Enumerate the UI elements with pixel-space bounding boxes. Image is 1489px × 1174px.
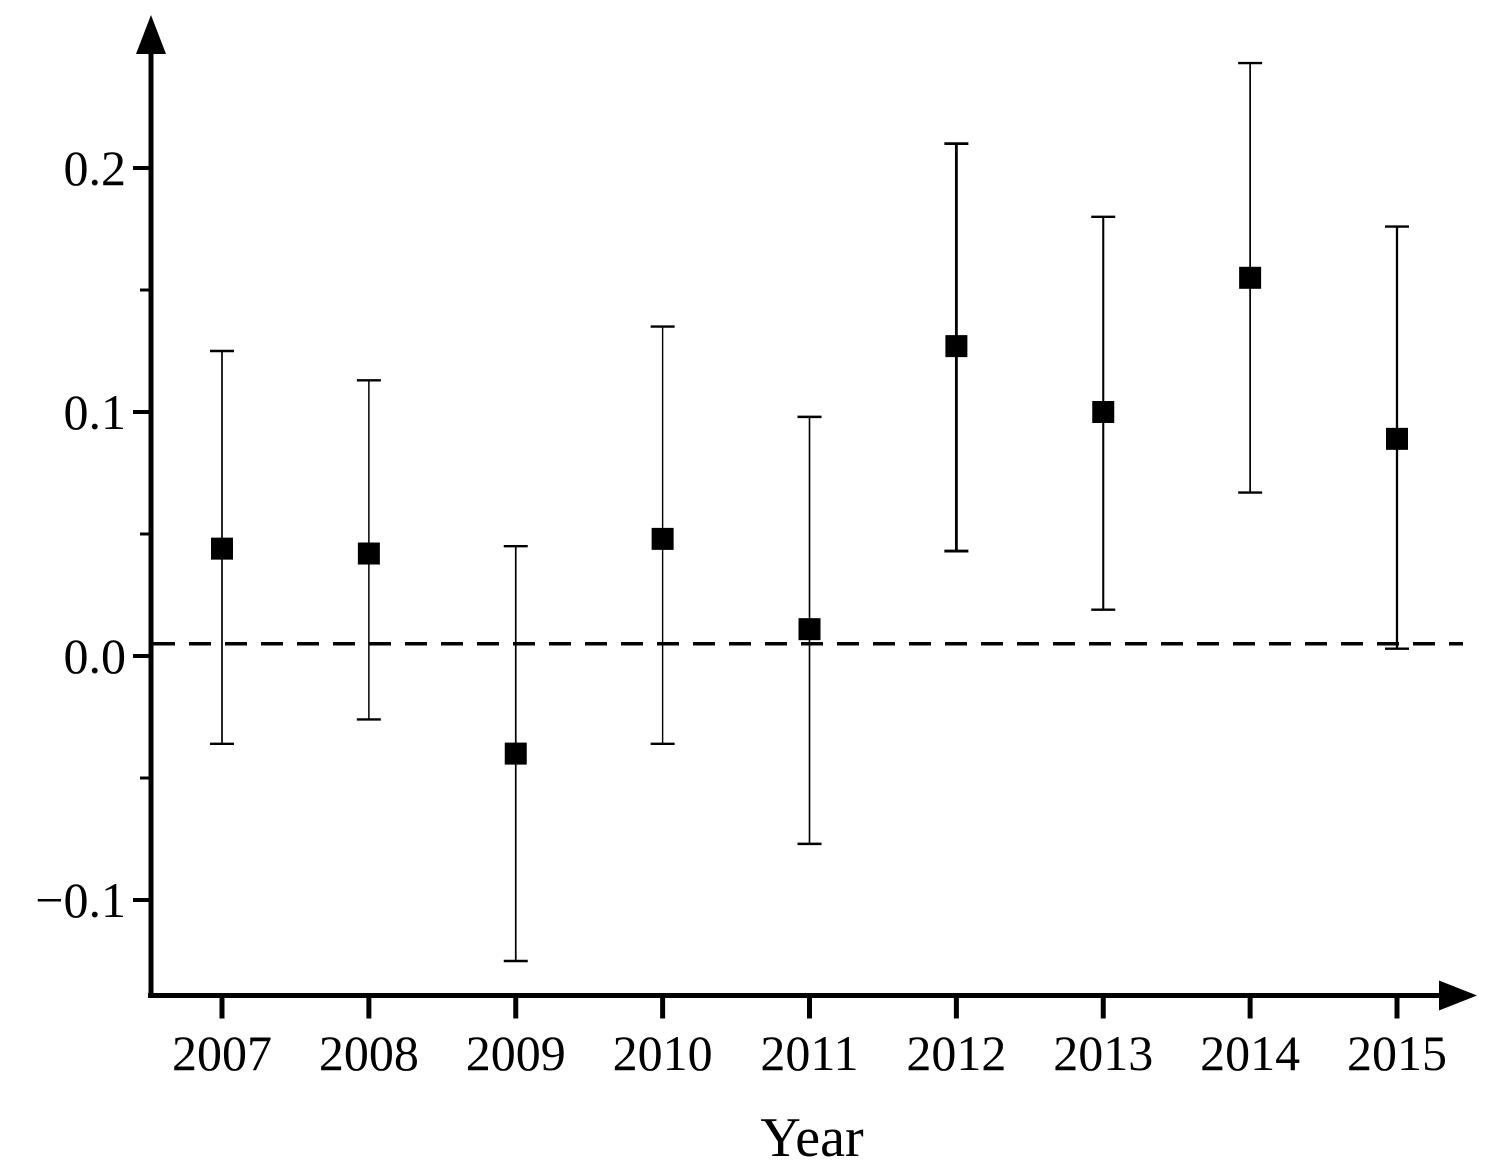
x-tick-label-2015: 2015 — [1347, 1025, 1447, 1081]
y-axis-arrow — [136, 15, 166, 54]
point-marker-2009 — [504, 742, 527, 765]
x-tick-label-2011: 2011 — [760, 1025, 858, 1081]
x-tick-label-2010: 2010 — [613, 1025, 713, 1081]
x-tick-label-2013: 2013 — [1053, 1025, 1153, 1081]
y-tick-label-−0.1: −0.1 — [35, 872, 126, 928]
chart-plot-area: 0.2 0.1 0.0 −0.1 2007 2008 2009 2010 2011 2012 201… — [35, 15, 1477, 1081]
y-tick-label-0.2: 0.2 — [64, 140, 127, 196]
x-axis-arrow — [1439, 980, 1477, 1011]
x-tick-label-2014: 2014 — [1200, 1025, 1300, 1081]
x-tick-label-2012: 2012 — [906, 1025, 1006, 1081]
point-marker-2014 — [1239, 266, 1262, 289]
point-marker-2013 — [1092, 401, 1115, 423]
point-marker-2012 — [945, 335, 968, 358]
y-tick-label-0.0: 0.0 — [64, 628, 127, 684]
x-tick-label-2009: 2009 — [466, 1025, 566, 1081]
y-tick-label-0.1: 0.1 — [64, 384, 127, 440]
x-tick-label-2008: 2008 — [319, 1025, 419, 1081]
x-axis-title: Year — [760, 1107, 864, 1169]
point-marker-2010 — [651, 527, 674, 550]
x-tick-label-2007: 2007 — [172, 1025, 272, 1081]
point-marker-2008 — [357, 542, 380, 565]
point-marker-2011 — [798, 618, 821, 641]
point-marker-2007 — [211, 537, 233, 560]
point-marker-2015 — [1386, 427, 1408, 450]
